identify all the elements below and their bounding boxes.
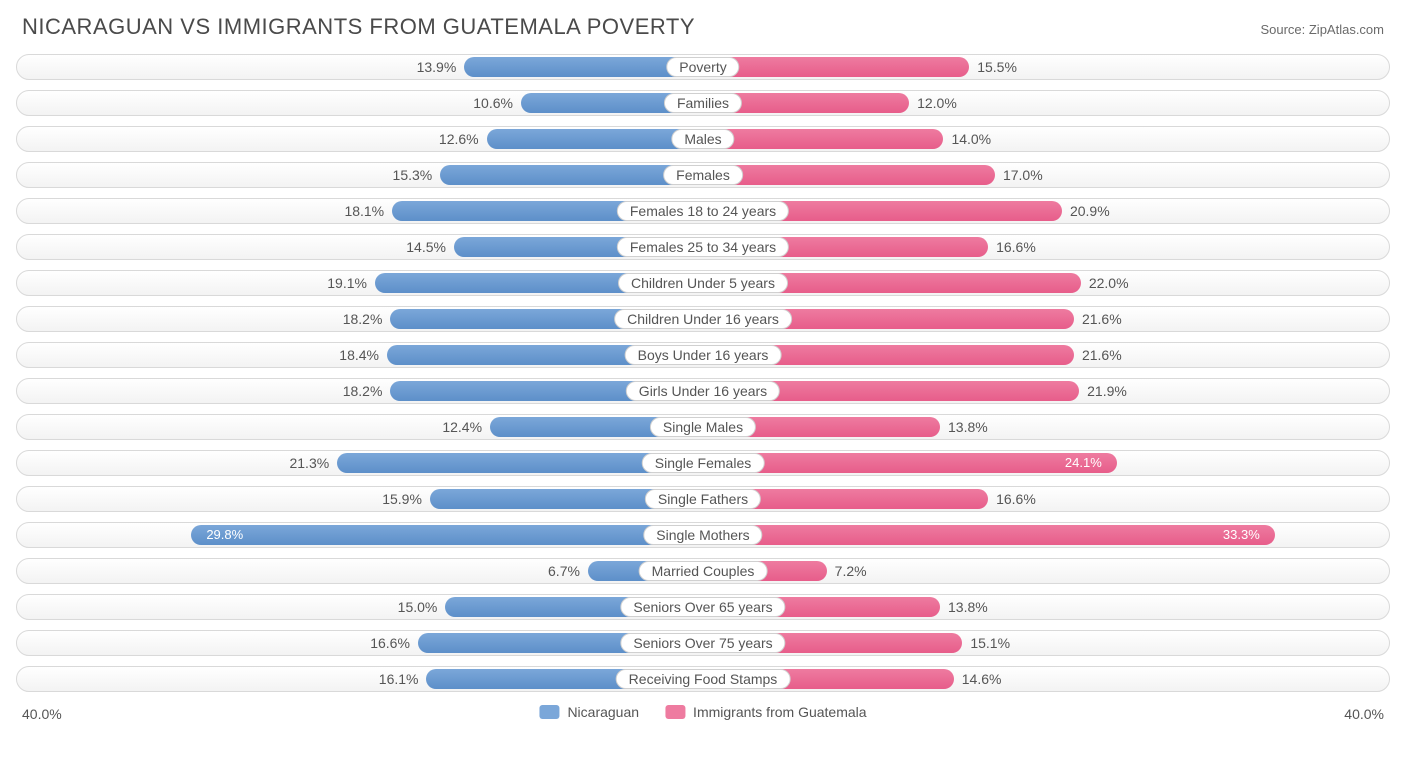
value-label-left: 10.6% <box>473 90 513 116</box>
value-label-left: 21.3% <box>289 450 329 476</box>
value-label-left: 19.1% <box>327 270 367 296</box>
source-attribution: Source: ZipAtlas.com <box>1260 22 1384 37</box>
category-pill: Seniors Over 75 years <box>620 633 785 653</box>
bar-right <box>703 165 995 185</box>
bar-right <box>703 453 1117 473</box>
chart-row: 14.5% 16.6% Females 25 to 34 years <box>16 234 1390 260</box>
value-label-right: 24.1% <box>1065 450 1102 476</box>
chart-title: NICARAGUAN VS IMMIGRANTS FROM GUATEMALA … <box>22 14 695 40</box>
value-label-left: 14.5% <box>406 234 446 260</box>
value-label-left: 12.6% <box>439 126 479 152</box>
chart-row: 18.2% 21.9% Girls Under 16 years <box>16 378 1390 404</box>
category-pill: Single Females <box>642 453 765 473</box>
value-label-right: 21.9% <box>1087 378 1127 404</box>
chart-row: 15.0% 13.8% Seniors Over 65 years <box>16 594 1390 620</box>
value-label-right: 7.2% <box>835 558 867 584</box>
chart-row: 19.1% 22.0% Children Under 5 years <box>16 270 1390 296</box>
category-pill: Families <box>664 93 742 113</box>
bar-right <box>703 129 943 149</box>
value-label-right: 14.6% <box>962 666 1002 692</box>
value-label-left: 6.7% <box>548 558 580 584</box>
category-pill: Single Mothers <box>643 525 762 545</box>
legend-item-guatemala: Immigrants from Guatemala <box>665 704 867 720</box>
bar-right <box>703 525 1275 545</box>
chart-row: 10.6% 12.0% Families <box>16 90 1390 116</box>
value-label-right: 15.5% <box>977 54 1017 80</box>
value-label-left: 16.1% <box>379 666 419 692</box>
category-pill: Girls Under 16 years <box>626 381 780 401</box>
value-label-left: 12.4% <box>442 414 482 440</box>
value-label-left: 18.2% <box>343 306 383 332</box>
legend-swatch-icon <box>665 705 685 719</box>
chart-row: 16.1% 14.6% Receiving Food Stamps <box>16 666 1390 692</box>
value-label-right: 16.6% <box>996 486 1036 512</box>
category-pill: Single Males <box>650 417 756 437</box>
chart-row: 13.9% 15.5% Poverty <box>16 54 1390 80</box>
bar-left <box>191 525 703 545</box>
value-label-right: 21.6% <box>1082 306 1122 332</box>
value-label-right: 14.0% <box>951 126 991 152</box>
chart-row: 12.4% 13.8% Single Males <box>16 414 1390 440</box>
chart-row: 18.1% 20.9% Females 18 to 24 years <box>16 198 1390 224</box>
chart-header: NICARAGUAN VS IMMIGRANTS FROM GUATEMALA … <box>16 14 1390 40</box>
chart-footer: 40.0% Nicaraguan Immigrants from Guatema… <box>16 702 1390 736</box>
value-label-right: 13.8% <box>948 594 988 620</box>
chart-row: 6.7% 7.2% Married Couples <box>16 558 1390 584</box>
category-pill: Poverty <box>666 57 739 77</box>
value-label-right: 15.1% <box>970 630 1010 656</box>
value-label-left: 15.9% <box>382 486 422 512</box>
value-label-left: 16.6% <box>370 630 410 656</box>
diverging-bar-chart: 13.9% 15.5% Poverty 10.6% 12.0% Families 12.6%… <box>16 54 1390 692</box>
value-label-right: 13.8% <box>948 414 988 440</box>
legend-item-nicaraguan: Nicaraguan <box>539 704 639 720</box>
chart-row: 18.4% 21.6% Boys Under 16 years <box>16 342 1390 368</box>
value-label-left: 15.0% <box>398 594 438 620</box>
value-label-left: 18.1% <box>344 198 384 224</box>
axis-max-left: 40.0% <box>22 706 62 722</box>
source-prefix: Source: <box>1260 22 1308 37</box>
value-label-right: 16.6% <box>996 234 1036 260</box>
value-label-left: 18.2% <box>343 378 383 404</box>
axis-max-right: 40.0% <box>1344 706 1384 722</box>
category-pill: Seniors Over 65 years <box>620 597 785 617</box>
chart-row: 18.2% 21.6% Children Under 16 years <box>16 306 1390 332</box>
legend-label: Immigrants from Guatemala <box>693 704 867 720</box>
category-pill: Married Couples <box>639 561 768 581</box>
category-pill: Children Under 5 years <box>618 273 788 293</box>
category-pill: Children Under 16 years <box>614 309 792 329</box>
value-label-right: 12.0% <box>917 90 957 116</box>
category-pill: Females 18 to 24 years <box>617 201 789 221</box>
value-label-left: 13.9% <box>417 54 457 80</box>
chart-row: 15.9% 16.6% Single Fathers <box>16 486 1390 512</box>
chart-row: 21.3% 24.1% Single Females <box>16 450 1390 476</box>
category-pill: Boys Under 16 years <box>625 345 782 365</box>
chart-row: 15.3% 17.0% Females <box>16 162 1390 188</box>
legend: Nicaraguan Immigrants from Guatemala <box>539 704 866 720</box>
value-label-left: 15.3% <box>393 162 433 188</box>
value-label-left: 29.8% <box>206 522 243 548</box>
value-label-right: 20.9% <box>1070 198 1110 224</box>
category-pill: Females <box>663 165 743 185</box>
chart-row: 16.6% 15.1% Seniors Over 75 years <box>16 630 1390 656</box>
category-pill: Receiving Food Stamps <box>616 669 791 689</box>
value-label-right: 33.3% <box>1223 522 1260 548</box>
source-name: ZipAtlas.com <box>1309 22 1384 37</box>
value-label-right: 17.0% <box>1003 162 1043 188</box>
value-label-right: 22.0% <box>1089 270 1129 296</box>
category-pill: Males <box>671 129 734 149</box>
value-label-right: 21.6% <box>1082 342 1122 368</box>
category-pill: Females 25 to 34 years <box>617 237 789 257</box>
legend-label: Nicaraguan <box>567 704 639 720</box>
bar-right <box>703 57 969 77</box>
legend-swatch-icon <box>539 705 559 719</box>
chart-row: 29.8% 33.3% Single Mothers <box>16 522 1390 548</box>
category-pill: Single Fathers <box>645 489 761 509</box>
value-label-left: 18.4% <box>339 342 379 368</box>
chart-row: 12.6% 14.0% Males <box>16 126 1390 152</box>
